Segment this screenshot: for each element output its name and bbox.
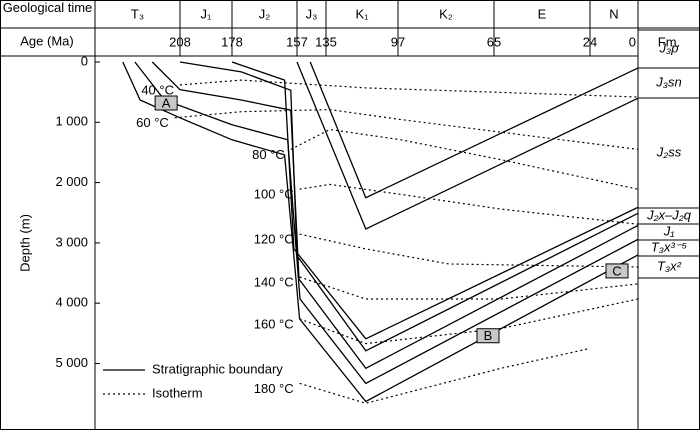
x-tick-label: 135 [315, 34, 337, 49]
isotherm-label: 120 °C [254, 232, 294, 247]
y-tick-label: 2 000 [55, 174, 88, 189]
stratigraphic-boundary [296, 61, 639, 230]
formation-label: T₃x³⁻⁵ [651, 239, 688, 254]
age-header: Age (Ma) [20, 33, 73, 48]
x-tick-label: 0 [629, 34, 636, 49]
y-tick-label: 4 000 [55, 295, 88, 310]
period-label: K₁ [355, 6, 369, 21]
stratigraphic-boundary [309, 61, 639, 199]
formation-label: J₁ [663, 223, 675, 238]
period-label: J₂ [259, 6, 271, 21]
period-label: E [538, 6, 547, 21]
y-tick-label: 0 [81, 53, 88, 68]
fm-header: Fm. [658, 34, 680, 49]
period-label: J₃ [306, 6, 318, 21]
formation-label: J₃p [659, 40, 679, 55]
marker-label: B [484, 328, 493, 343]
x-tick-label: 65 [487, 34, 501, 49]
header-cell: Geological time [2, 0, 93, 15]
y-tick-label: 1 000 [55, 114, 88, 129]
isotherm-label: 80 °C [252, 147, 285, 162]
time-header: Geological time [2, 0, 93, 15]
isotherm-label: 160 °C [254, 316, 294, 331]
isotherm [290, 128, 639, 190]
y-axis-title: Depth (m) [17, 214, 32, 272]
isotherm [299, 276, 639, 300]
marker-box [154, 95, 178, 111]
isotherm [174, 108, 639, 150]
legend-label: Isotherm [152, 385, 203, 400]
period-label: T₃ [131, 6, 144, 21]
formation-label: J₂x–J₂q [646, 207, 692, 222]
isotherm-label: 60 °C [136, 115, 169, 130]
x-tick-label: 157 [286, 34, 308, 49]
stratigraphic-boundary [179, 61, 639, 352]
marker-label: C [612, 263, 621, 278]
isotherm [299, 183, 639, 225]
period-label: K₂ [439, 6, 453, 21]
stratigraphic-boundary [122, 61, 639, 403]
isotherm-label: 140 °C [254, 274, 294, 289]
isotherm [179, 79, 639, 98]
isotherm [299, 233, 639, 268]
formation-label: J₂ss [656, 144, 682, 159]
period-label: N [609, 6, 618, 21]
x-tick-label: 24 [583, 34, 597, 49]
marker-box [605, 263, 629, 279]
stratigraphic-boundary [231, 61, 639, 340]
formation-label: T₃x² [657, 258, 682, 273]
period-label: J₁ [201, 6, 213, 21]
y-tick-label: 5 000 [55, 355, 88, 370]
marker-label: A [162, 95, 171, 110]
isotherm-label: 40 °C [141, 82, 174, 97]
stratigraphic-boundary [134, 61, 639, 385]
marker-box [476, 328, 500, 344]
isotherm [299, 298, 639, 345]
formation-label: J₃sn [655, 74, 681, 89]
x-tick-label: 97 [391, 34, 405, 49]
legend-label: Stratigraphic boundary [152, 361, 283, 376]
isotherm [299, 347, 591, 404]
x-tick-label: 178 [221, 34, 243, 49]
x-tick-label: 208 [169, 34, 191, 49]
y-tick-label: 3 000 [55, 234, 88, 249]
isotherm-label: 100 °C [254, 187, 294, 202]
isotherm-label: 180 °C [254, 381, 294, 396]
